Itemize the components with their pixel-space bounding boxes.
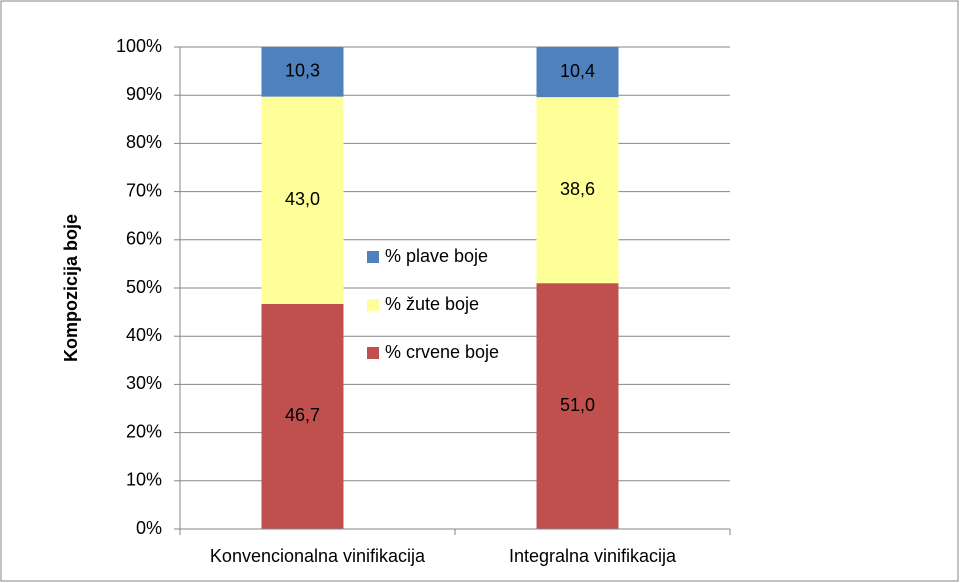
bar-segment <box>536 47 619 98</box>
bar-segment <box>261 47 344 97</box>
data-label: 43,0 <box>285 189 320 209</box>
y-tick-label: 0% <box>136 518 162 538</box>
y-tick-label: 90% <box>126 84 162 104</box>
y-tick-label: 20% <box>126 421 162 441</box>
bar-segment <box>536 283 619 529</box>
legend-label: % žute boje <box>385 294 479 314</box>
bar-segment <box>261 96 344 304</box>
y-tick-label: 50% <box>126 277 162 297</box>
y-axis-title: Kompozicija boje <box>61 214 81 362</box>
y-tick-label: 80% <box>126 132 162 152</box>
y-tick-label: 10% <box>126 470 162 490</box>
bar-segment <box>536 97 619 284</box>
y-tick-label: 100% <box>116 36 162 56</box>
legend-swatch <box>367 251 379 263</box>
data-label: 10,3 <box>285 61 320 81</box>
x-tick-label: Konvencionalna vinifikacija <box>210 546 426 566</box>
bar-segment <box>261 303 344 529</box>
y-tick-label: 70% <box>126 180 162 200</box>
x-tick-label: Integralna vinifikacija <box>509 546 677 566</box>
legend-label: % crvene boje <box>385 342 499 362</box>
legend-label: % plave boje <box>385 246 488 266</box>
data-label: 38,6 <box>560 179 595 199</box>
y-tick-label: 40% <box>126 325 162 345</box>
y-tick-label: 60% <box>126 229 162 249</box>
data-label: 46,7 <box>285 405 320 425</box>
y-tick-label: 30% <box>126 373 162 393</box>
legend-swatch <box>367 299 379 311</box>
data-label: 10,4 <box>560 61 595 81</box>
legend-swatch <box>367 347 379 359</box>
data-label: 51,0 <box>560 395 595 415</box>
